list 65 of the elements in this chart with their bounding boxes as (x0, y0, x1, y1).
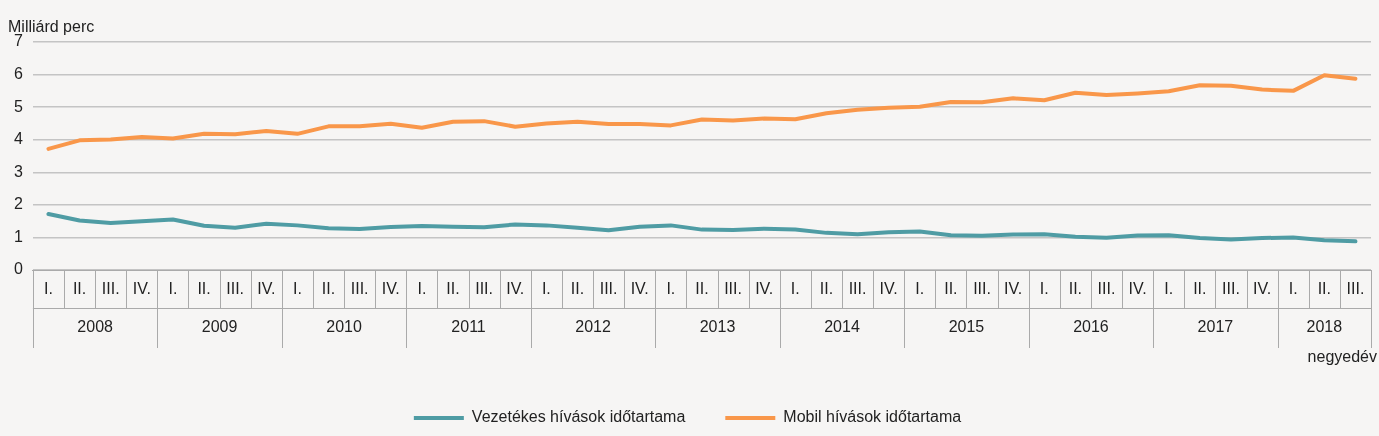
text: 2010 (326, 318, 362, 336)
text: 2009 (201, 318, 238, 336)
x-tick-label: I. (1164, 280, 1174, 298)
x-tick-label: IV. (1004, 280, 1023, 298)
x-tick-label: III. (226, 280, 245, 298)
text: 2011 (451, 318, 486, 336)
x-tick-label: II. (321, 280, 336, 298)
x-tick-label: I. (666, 280, 676, 298)
y-tick-label: 6 (13, 64, 23, 82)
x-tick-label: II. (197, 280, 211, 298)
x-tick-label: II. (72, 280, 87, 298)
x-tick-label: IV. (132, 280, 151, 298)
x-tick-label: III. (1346, 280, 1365, 298)
text: 2015 (948, 318, 985, 336)
text: 2013 (699, 318, 736, 336)
x-tick-label: I. (1039, 280, 1049, 298)
text: 2008 (77, 318, 114, 336)
y-tick-label: 3 (13, 162, 23, 180)
x-tick-label: I. (790, 280, 800, 298)
x-tick-label: III. (475, 280, 494, 298)
x-tick-label: IV. (630, 280, 649, 298)
x-tick-label: II. (1317, 280, 1331, 298)
x-tick-label: II. (1193, 280, 1207, 298)
x-tick-label: I. (1288, 280, 1298, 298)
text: 2014 (824, 318, 860, 336)
x-tick-label: II. (695, 280, 709, 298)
x-tick-label: I. (44, 280, 53, 298)
x-tick-label: III. (848, 280, 867, 298)
x-tick-label: IV. (1253, 280, 1272, 298)
x-tick-label: II. (944, 280, 958, 298)
y-tick-label: 1 (13, 227, 23, 245)
legend-label: Mobil hívások időtartama (783, 408, 962, 426)
x-tick-label: II. (570, 280, 585, 298)
x-tick-label: III. (724, 280, 742, 298)
x-tick-label: IV. (506, 280, 525, 298)
text: 2012 (575, 318, 611, 336)
x-tick-label: III. (973, 280, 991, 298)
x-tick-label: IV. (381, 280, 400, 298)
x-tick-label: I. (541, 280, 551, 298)
x-tick-label: III. (599, 280, 618, 298)
x-tick-label: I. (915, 280, 925, 298)
legend-label: Vezetékes hívások időtartama (471, 408, 686, 426)
y-tick-label: 5 (13, 97, 23, 115)
x-tick-label: II. (446, 280, 460, 298)
y-tick-label: 2 (13, 195, 23, 213)
text: 2016 (1073, 318, 1109, 336)
x-tick-label: II. (1068, 280, 1083, 298)
x-tick-label: IV. (1128, 280, 1147, 298)
x-tick-label: I. (417, 280, 427, 298)
text: 2018 (1306, 318, 1343, 336)
x-axis-title: negyedév (1307, 348, 1377, 366)
x-tick-label: III. (101, 280, 120, 298)
y-tick-label: 4 (13, 130, 23, 148)
x-tick-label: IV. (755, 280, 774, 298)
y-tick-label: 7 (13, 32, 23, 50)
x-tick-label: IV. (879, 280, 898, 298)
x-tick-label: III. (1097, 280, 1116, 298)
y-tick-label: 0 (13, 260, 23, 278)
x-tick-label: III. (1222, 280, 1240, 298)
x-tick-label: II. (819, 280, 834, 298)
text: 2017 (1197, 318, 1234, 336)
x-tick-label: I. (168, 280, 178, 298)
x-tick-label: I. (292, 280, 302, 298)
x-tick-label: IV. (257, 280, 276, 298)
x-tick-label: III. (350, 280, 369, 298)
